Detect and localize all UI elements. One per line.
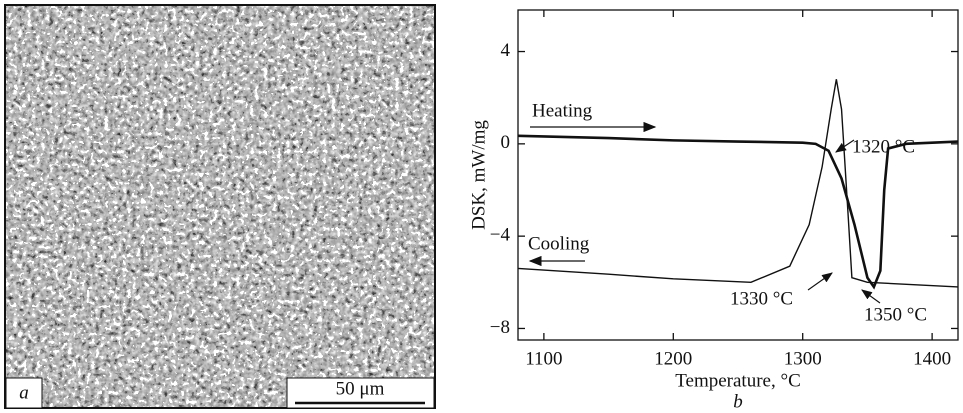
y-tick-label: −4 bbox=[490, 225, 511, 246]
y-tick-label: 0 bbox=[501, 132, 511, 153]
annotation-arrow bbox=[835, 139, 855, 153]
micrograph: a 50 μm bbox=[4, 4, 436, 409]
x-tick-label: 1300 bbox=[784, 348, 822, 369]
panel-label: a bbox=[19, 382, 29, 403]
annotation: 1330 °C bbox=[730, 288, 793, 309]
legend-label: Heating bbox=[532, 100, 593, 121]
annotation-arrow bbox=[861, 289, 881, 304]
legend-label: Cooling bbox=[528, 233, 590, 254]
scale-bar-label: 50 μm bbox=[336, 378, 385, 399]
annotation-arrow bbox=[807, 272, 833, 291]
y-axis-label: DSK, mW/mg bbox=[468, 120, 489, 230]
y-tick-label: 4 bbox=[501, 40, 511, 61]
x-tick-label: 1200 bbox=[654, 348, 692, 369]
x-tick-label: 1100 bbox=[525, 348, 562, 369]
plot-frame bbox=[517, 9, 959, 341]
series-line bbox=[517, 134, 959, 290]
annotation: 1320 °C bbox=[852, 136, 915, 157]
y-tick-label: −8 bbox=[490, 317, 510, 338]
panel-label: b bbox=[733, 391, 743, 412]
x-axis-label: Temperature, °C bbox=[675, 370, 801, 391]
annotation: 1350 °C bbox=[864, 304, 927, 325]
series-line bbox=[517, 79, 959, 288]
x-tick-label: 1400 bbox=[913, 348, 951, 369]
